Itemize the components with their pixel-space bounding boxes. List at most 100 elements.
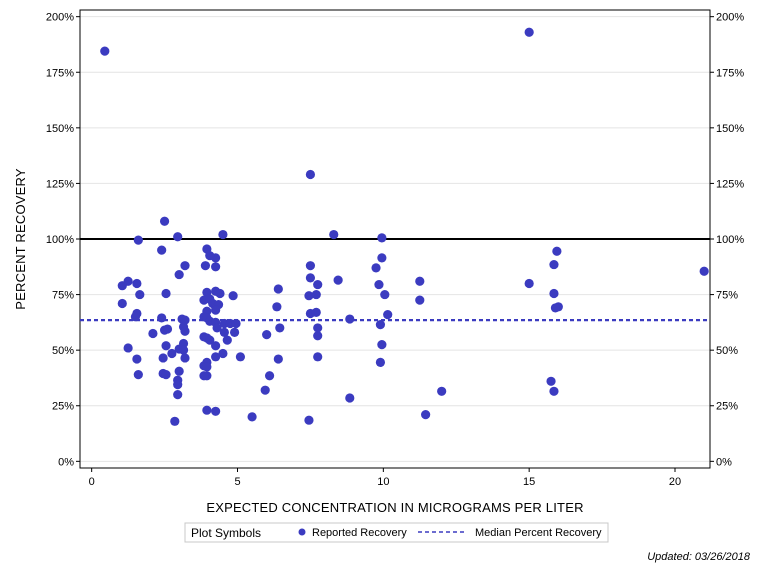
x-axis-title: EXPECTED CONCENTRATION IN MICROGRAMS PER… xyxy=(206,500,583,515)
y-tick-label-left: 200% xyxy=(46,12,74,24)
data-point xyxy=(247,412,257,422)
data-point xyxy=(205,251,215,261)
y-axis-ticks-right: 0% 25% 50% 75% 100% 125% 150% 175% 200% xyxy=(710,12,744,468)
data-point xyxy=(329,229,339,240)
data-point xyxy=(158,353,168,363)
x-tick-label: 15 xyxy=(523,476,535,488)
data-point xyxy=(264,371,275,381)
data-point xyxy=(211,305,221,315)
data-point xyxy=(173,390,183,400)
data-point xyxy=(313,352,323,362)
y-axis-title: PERCENT RECOVERY xyxy=(13,168,28,310)
data-point xyxy=(546,376,556,386)
data-point xyxy=(235,352,246,362)
y-tick-label-left: 125% xyxy=(46,178,74,190)
data-point xyxy=(311,307,321,317)
data-point xyxy=(228,291,238,301)
data-point xyxy=(229,327,240,337)
data-point xyxy=(205,335,215,345)
data-point xyxy=(345,314,355,324)
data-point xyxy=(215,288,225,299)
data-point xyxy=(374,279,384,290)
data-point xyxy=(202,405,212,415)
data-point xyxy=(199,371,209,381)
data-point xyxy=(200,261,211,271)
legend: Plot Symbols Reported Recovery Median Pe… xyxy=(184,522,609,543)
data-point xyxy=(180,261,190,271)
data-point xyxy=(132,354,142,364)
data-point xyxy=(305,261,316,271)
updated-date: Updated: 03/26/2018 xyxy=(647,551,751,563)
data-point xyxy=(304,415,314,425)
data-point xyxy=(260,385,270,395)
data-point xyxy=(133,370,143,380)
y-tick-label-right: 125% xyxy=(716,178,744,190)
y-tick-label-right: 0% xyxy=(716,456,732,468)
data-point xyxy=(178,345,189,355)
data-point xyxy=(174,366,184,376)
data-point xyxy=(305,273,316,283)
data-point xyxy=(333,275,343,285)
y-tick-label-right: 100% xyxy=(716,234,744,246)
data-point xyxy=(219,327,229,337)
data-point xyxy=(273,354,283,364)
data-point xyxy=(273,284,283,294)
data-point xyxy=(218,229,228,240)
data-point xyxy=(552,246,562,256)
legend-marker-reported-recovery xyxy=(298,528,306,536)
data-point xyxy=(311,289,321,300)
data-point xyxy=(550,303,561,313)
data-points xyxy=(100,27,709,426)
data-point xyxy=(211,406,221,416)
x-axis-ticks: 0 5 10 15 20 xyxy=(89,468,681,488)
data-point xyxy=(167,348,177,359)
data-point xyxy=(415,295,425,305)
legend-title: Plot Symbols xyxy=(191,526,261,540)
data-point xyxy=(174,269,184,280)
data-point xyxy=(421,410,431,420)
data-point xyxy=(377,340,387,350)
x-tick-label: 5 xyxy=(234,476,240,488)
data-point xyxy=(313,279,323,290)
data-point xyxy=(375,319,386,330)
y-tick-label-left: 100% xyxy=(46,234,74,246)
data-point xyxy=(117,281,127,291)
legend-box xyxy=(184,522,609,543)
x-tick-label: 0 xyxy=(89,476,95,488)
data-point xyxy=(123,343,133,353)
data-point xyxy=(180,326,190,336)
data-point xyxy=(161,341,171,351)
data-point xyxy=(375,357,386,367)
data-point xyxy=(148,328,158,339)
data-point xyxy=(549,386,559,396)
data-point xyxy=(135,289,145,300)
y-tick-label-right: 200% xyxy=(716,12,744,24)
data-point xyxy=(211,262,221,272)
data-point xyxy=(313,323,323,333)
data-point xyxy=(133,235,143,245)
data-point xyxy=(380,289,390,300)
data-point xyxy=(100,46,110,56)
data-point xyxy=(159,216,170,226)
data-point xyxy=(383,309,393,320)
legend-label-median-percent-recovery: Median Percent Recovery xyxy=(475,527,602,539)
y-tick-label-left: 75% xyxy=(52,290,74,302)
data-point xyxy=(377,253,387,263)
data-point xyxy=(218,348,228,359)
data-point xyxy=(157,313,167,323)
data-point xyxy=(170,416,180,426)
x-tick-label: 20 xyxy=(669,476,681,488)
data-point xyxy=(161,288,171,299)
data-point xyxy=(211,352,221,362)
y-tick-label-left: 150% xyxy=(46,123,74,135)
data-point xyxy=(130,312,141,322)
data-point xyxy=(549,288,559,299)
y-tick-label-right: 75% xyxy=(716,290,738,302)
data-point xyxy=(222,335,232,345)
data-point xyxy=(157,245,167,255)
y-tick-label-right: 25% xyxy=(716,401,738,413)
y-axis-ticks-left: 0% 25% 50% 75% 100% 125% 150% 175% 200% xyxy=(46,12,80,468)
data-point xyxy=(371,263,381,273)
data-point xyxy=(231,318,241,329)
